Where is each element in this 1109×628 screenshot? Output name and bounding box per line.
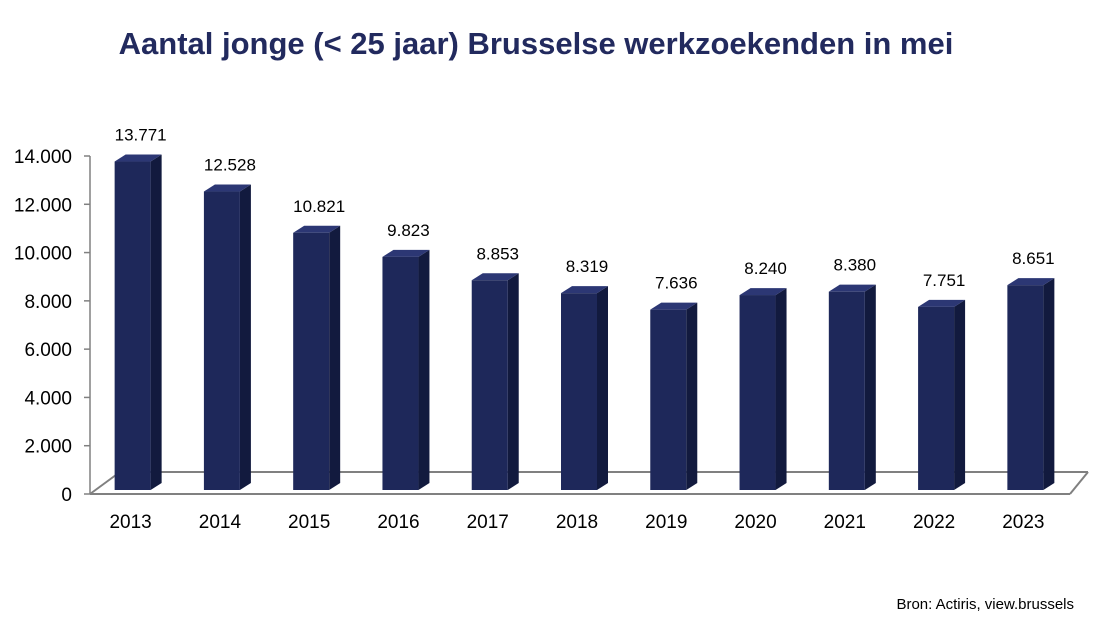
bar-2018 xyxy=(561,293,597,490)
bar-side-2015 xyxy=(329,225,341,491)
data-label-2023: 8.651 xyxy=(1012,249,1055,268)
data-label-2018: 8.319 xyxy=(566,257,609,276)
data-label-2016: 9.823 xyxy=(387,221,430,240)
data-label-2022: 7.751 xyxy=(923,271,966,290)
x-tick-label-2013: 2013 xyxy=(109,512,151,533)
bar-side-2020 xyxy=(775,288,787,490)
y-tick-label: 4.000 xyxy=(24,388,72,409)
source-note: Bron: Actiris, view.brussels xyxy=(896,596,1074,613)
bar-top-2022 xyxy=(918,299,966,307)
x-tick-label-2020: 2020 xyxy=(734,512,776,533)
bar-top-2015 xyxy=(293,225,341,233)
x-tick-label-2015: 2015 xyxy=(288,512,330,533)
x-tick-label-2014: 2014 xyxy=(199,512,242,533)
x-tick-label-2019: 2019 xyxy=(645,512,687,533)
bar-side-2016 xyxy=(418,249,430,490)
bar-top-2023 xyxy=(1007,278,1055,286)
bar-side-2022 xyxy=(954,299,966,490)
bar-side-2014 xyxy=(239,184,251,491)
bar-2020 xyxy=(739,295,776,490)
data-label-2019: 7.636 xyxy=(655,274,698,293)
bar-top-2017 xyxy=(471,273,519,281)
bar-side-2017 xyxy=(507,273,519,490)
bar-side-2013 xyxy=(150,154,162,490)
bar-top-2021 xyxy=(828,284,876,292)
bar-2017 xyxy=(471,280,508,490)
bar-side-2023 xyxy=(1043,278,1055,490)
bar-side-2018 xyxy=(597,286,608,490)
bar-2021 xyxy=(828,291,865,490)
bar-2015 xyxy=(293,232,330,491)
y-tick-label: 14.000 xyxy=(14,147,72,168)
data-label-2017: 8.853 xyxy=(476,244,519,263)
y-tick-label: 2.000 xyxy=(24,437,72,458)
bar-top-2016 xyxy=(382,249,430,257)
bar-2019 xyxy=(650,309,687,490)
y-tick-label: 10.000 xyxy=(14,244,72,265)
bar-top-2018 xyxy=(561,286,608,294)
bar-2022 xyxy=(918,306,955,490)
bar-top-2020 xyxy=(739,288,787,296)
chart-bars xyxy=(114,154,1055,491)
y-tick-label: 12.000 xyxy=(14,195,72,216)
data-label-2015: 10.821 xyxy=(293,197,345,216)
bar-side-2019 xyxy=(686,302,698,490)
x-tick-label-2023: 2023 xyxy=(1002,512,1044,533)
chart-title: Aantal jonge (< 25 jaar) Brusselse werkz… xyxy=(118,26,954,61)
y-tick-label: 8.000 xyxy=(24,292,72,313)
x-tick-label-2021: 2021 xyxy=(824,512,866,533)
bar-top-2013 xyxy=(114,154,162,162)
floor-right-edge xyxy=(1069,471,1089,495)
x-tick-label-2018: 2018 xyxy=(556,512,598,533)
data-label-2020: 8.240 xyxy=(744,259,787,278)
bar-top-2019 xyxy=(650,302,698,310)
y-tick-label: 0 xyxy=(61,485,72,506)
bar-2023 xyxy=(1007,285,1044,490)
x-tick-label-2017: 2017 xyxy=(467,512,509,533)
data-label-2021: 8.380 xyxy=(834,256,877,275)
chart-labels: 0 2.000 4.000 6.000 8.000 10.000 12.000 14.000 1… xyxy=(14,126,1055,533)
bar-2014 xyxy=(203,191,240,491)
bar-2013 xyxy=(114,161,151,490)
x-tick-label-2022: 2022 xyxy=(913,512,955,533)
bar-side-2021 xyxy=(864,284,876,490)
data-label-2013: 13.771 xyxy=(115,126,167,145)
x-tick-label-2016: 2016 xyxy=(377,512,419,533)
data-label-2014: 12.528 xyxy=(204,156,256,175)
bar-2016 xyxy=(382,256,419,490)
y-tick-label: 6.000 xyxy=(24,340,72,361)
bar-top-2014 xyxy=(203,184,251,192)
